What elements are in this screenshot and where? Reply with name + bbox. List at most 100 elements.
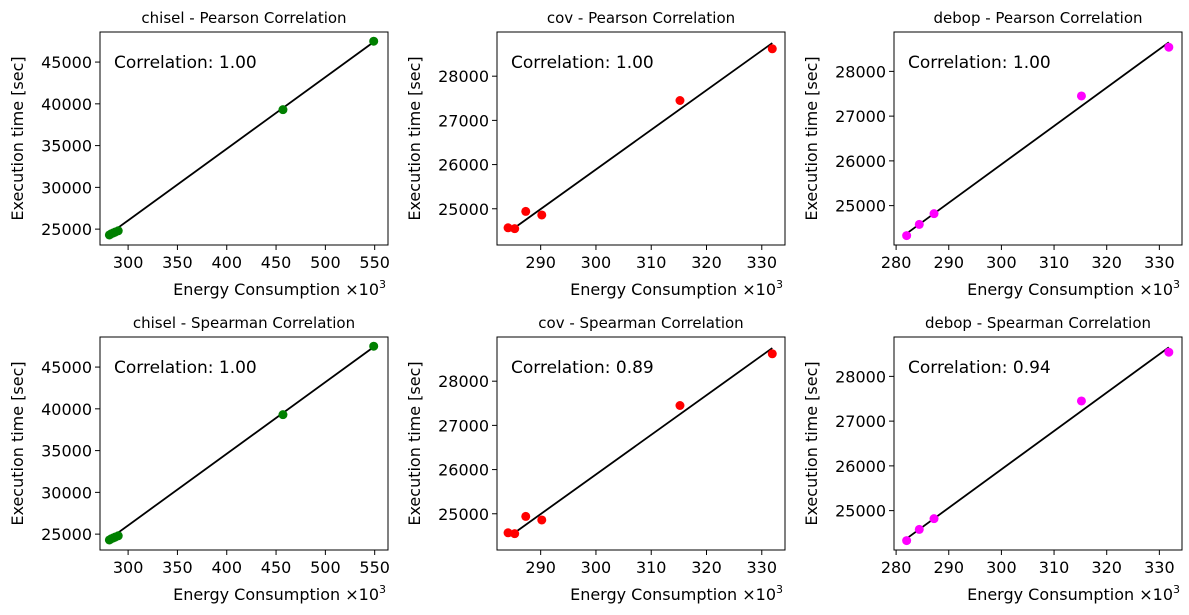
data-point bbox=[914, 219, 924, 229]
x-tick-label: 350 bbox=[162, 558, 193, 577]
correlation-prefix: Correlation: bbox=[511, 53, 616, 73]
data-point bbox=[675, 95, 685, 105]
x-axis-label: Energy Consumption ×103 bbox=[173, 278, 386, 299]
x-tick-label: 400 bbox=[211, 558, 242, 577]
data-point bbox=[278, 105, 288, 115]
correlation-annotation: Correlation: 1.00 bbox=[114, 358, 257, 378]
y-tick-label: 27000 bbox=[438, 111, 489, 130]
correlation-prefix: Correlation: bbox=[511, 358, 616, 378]
x-tick-label: 330 bbox=[1144, 558, 1175, 577]
axes-frame bbox=[496, 336, 786, 551]
subplot-6: debop - Spearman Correlation 280 290 300 310… bbox=[802, 314, 1183, 604]
x-axis-label-exponent: 3 bbox=[776, 583, 783, 596]
x-tick-label: 320 bbox=[691, 558, 722, 577]
x-tick-label: 300 bbox=[113, 253, 144, 272]
x-tick-label: 320 bbox=[691, 253, 722, 272]
data-point bbox=[914, 524, 924, 534]
fit-line bbox=[904, 346, 1170, 541]
y-tick-label: 30000 bbox=[41, 178, 92, 197]
x-tick-label: 300 bbox=[113, 558, 144, 577]
data-point bbox=[1076, 396, 1086, 406]
y-tick-label: 45000 bbox=[41, 53, 92, 72]
subplot-3: debop - Pearson Correlation 280 290 300 310 3… bbox=[802, 9, 1183, 299]
x-axis-label: Energy Consumption ×103 bbox=[570, 583, 783, 604]
x-axis-label-text: Energy Consumption ×10 bbox=[570, 280, 776, 299]
x-tick-label: 450 bbox=[261, 558, 292, 577]
x-tick-label: 290 bbox=[525, 253, 556, 272]
correlation-annotation: Correlation: 1.00 bbox=[114, 53, 257, 73]
axes-frame bbox=[99, 336, 389, 551]
x-tick-label: 500 bbox=[310, 558, 341, 577]
y-tick-label: 45000 bbox=[41, 358, 92, 377]
axes-frame bbox=[893, 336, 1183, 551]
correlation-value: 1.00 bbox=[616, 53, 654, 73]
fit-line bbox=[509, 42, 773, 232]
y-tick-label: 40000 bbox=[41, 95, 92, 114]
x-tick-label: 400 bbox=[211, 253, 242, 272]
y-tick-label: 25000 bbox=[41, 220, 92, 239]
x-tick-label: 280 bbox=[881, 558, 912, 577]
correlation-annotation: Correlation: 1.00 bbox=[511, 53, 654, 73]
y-tick-label: 28000 bbox=[835, 62, 886, 81]
correlation-value: 0.89 bbox=[616, 358, 654, 378]
x-tick-label: 280 bbox=[881, 253, 912, 272]
x-tick-label: 290 bbox=[525, 558, 556, 577]
x-tick-label: 550 bbox=[359, 253, 390, 272]
x-tick-label: 300 bbox=[581, 558, 612, 577]
correlation-prefix: Correlation: bbox=[114, 358, 219, 378]
y-axis-label: Execution time [sec] bbox=[8, 361, 27, 525]
x-tick-label: 330 bbox=[747, 253, 778, 272]
y-tick-label: 27000 bbox=[835, 107, 886, 126]
y-tick-label: 26000 bbox=[835, 457, 886, 476]
correlation-value: 1.00 bbox=[219, 358, 257, 378]
x-tick-label: 330 bbox=[747, 558, 778, 577]
x-tick-label: 300 bbox=[581, 253, 612, 272]
y-tick-label: 35000 bbox=[41, 137, 92, 156]
data-point bbox=[675, 400, 685, 410]
fit-line bbox=[904, 41, 1170, 236]
data-point bbox=[767, 44, 777, 54]
y-axis-label: Execution time [sec] bbox=[802, 56, 821, 220]
data-point bbox=[1164, 347, 1174, 357]
x-tick-label: 500 bbox=[310, 253, 341, 272]
x-axis-label-exponent: 3 bbox=[1173, 583, 1180, 596]
data-point bbox=[521, 206, 531, 216]
correlation-prefix: Correlation: bbox=[908, 358, 1013, 378]
data-point bbox=[510, 529, 520, 539]
data-point bbox=[369, 36, 379, 46]
correlation-prefix: Correlation: bbox=[114, 53, 219, 73]
x-axis-label-text: Energy Consumption ×10 bbox=[570, 585, 776, 604]
x-tick-label: 450 bbox=[261, 253, 292, 272]
x-axis-label-exponent: 3 bbox=[1173, 278, 1180, 291]
x-tick-label: 300 bbox=[986, 253, 1017, 272]
y-tick-label: 25000 bbox=[835, 502, 886, 521]
y-tick-label: 30000 bbox=[41, 483, 92, 502]
x-tick-label: 350 bbox=[162, 253, 193, 272]
x-tick-label: 300 bbox=[986, 558, 1017, 577]
y-tick-label: 28000 bbox=[438, 67, 489, 86]
data-point bbox=[537, 515, 547, 525]
x-axis-label-exponent: 3 bbox=[776, 278, 783, 291]
correlation-annotation: Correlation: 0.89 bbox=[511, 358, 654, 378]
x-tick-label: 550 bbox=[359, 558, 390, 577]
fit-line bbox=[509, 347, 773, 537]
y-axis-label: Execution time [sec] bbox=[8, 56, 27, 220]
x-axis-label: Energy Consumption ×103 bbox=[173, 583, 386, 604]
x-axis-label: Energy Consumption ×103 bbox=[570, 278, 783, 299]
x-tick-label: 330 bbox=[1144, 253, 1175, 272]
y-tick-label: 28000 bbox=[438, 372, 489, 391]
subplot-title: chisel - Spearman Correlation bbox=[133, 314, 355, 332]
subplot-title: cov - Spearman Correlation bbox=[538, 314, 743, 332]
correlation-prefix: Correlation: bbox=[908, 53, 1013, 73]
data-point bbox=[902, 231, 912, 241]
y-tick-label: 25000 bbox=[438, 200, 489, 219]
x-axis-label-exponent: 3 bbox=[379, 278, 386, 291]
y-tick-label: 26000 bbox=[438, 156, 489, 175]
data-point bbox=[929, 209, 939, 219]
y-tick-label: 25000 bbox=[438, 505, 489, 524]
correlation-value: 1.00 bbox=[219, 53, 257, 73]
y-tick-label: 25000 bbox=[835, 197, 886, 216]
x-tick-label: 310 bbox=[636, 253, 667, 272]
